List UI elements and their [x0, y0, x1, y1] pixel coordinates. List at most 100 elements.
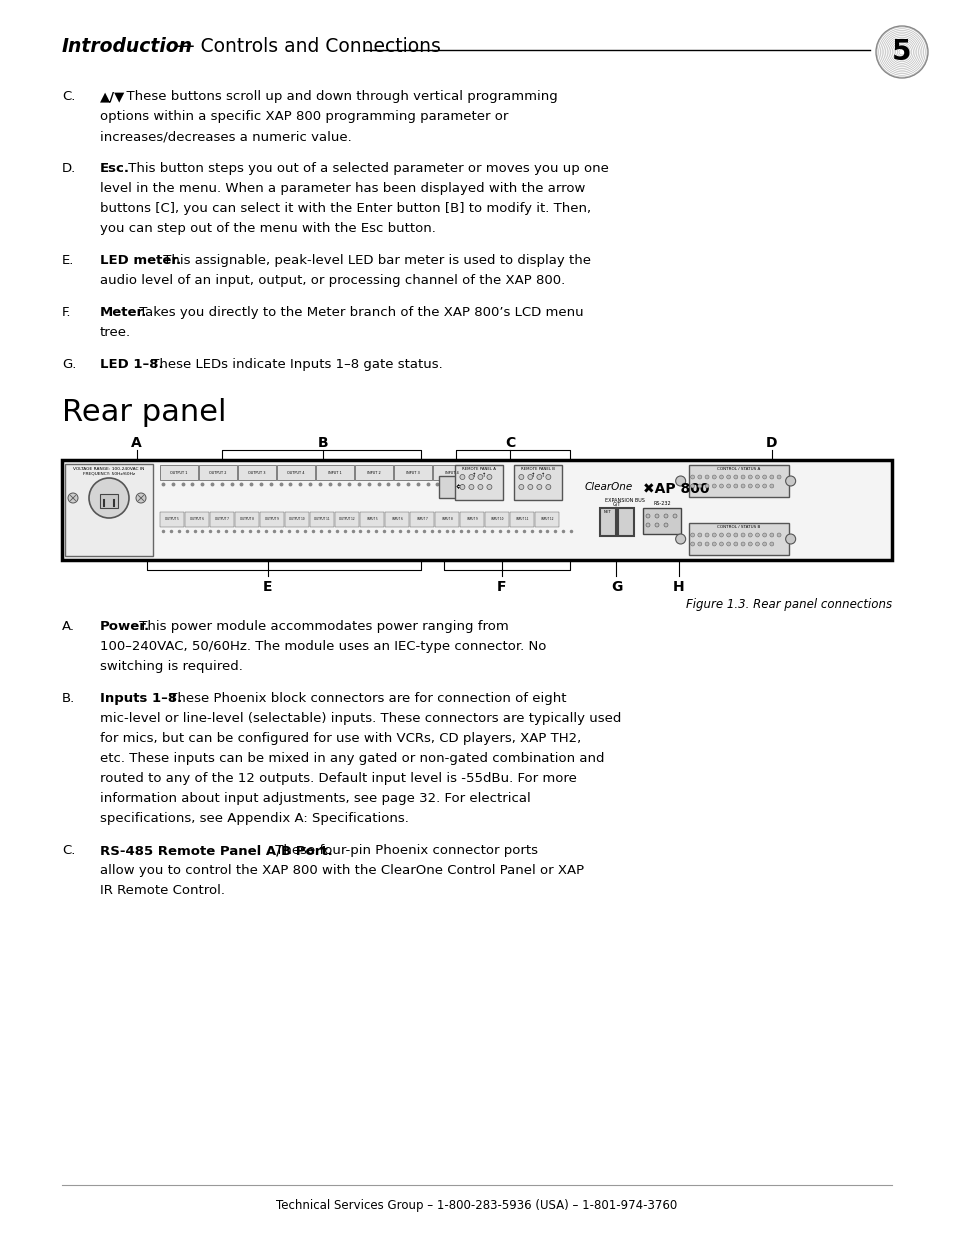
Circle shape [663, 522, 667, 527]
Circle shape [136, 493, 146, 503]
Bar [459, 513, 483, 527]
Text: E: E [263, 580, 273, 594]
Text: Power.: Power. [100, 620, 150, 634]
Text: CONTROL / STATUS B: CONTROL / STATUS B [717, 525, 760, 529]
Text: for mics, but can be configured for use with VCRs, CD players, XAP TH2,: for mics, but can be configured for use … [100, 732, 580, 745]
Text: RS-485 Remote Panel A/B Port.: RS-485 Remote Panel A/B Port. [100, 844, 333, 857]
Text: mic-level or line-level (selectable) inputs. These connectors are typically used: mic-level or line-level (selectable) inp… [100, 713, 620, 725]
Text: G/T: G/T [612, 501, 620, 506]
Text: INPUT 6: INPUT 6 [392, 517, 402, 521]
Bar [535, 513, 558, 527]
Circle shape [777, 475, 781, 479]
Circle shape [697, 484, 701, 488]
Text: etc. These inputs can be mixed in any gated or non-gated combination and: etc. These inputs can be mixed in any ga… [100, 752, 604, 764]
Circle shape [704, 484, 708, 488]
Text: audio level of an input, output, or processing channel of the XAP 800.: audio level of an input, output, or proc… [100, 274, 565, 287]
Text: REMOTE PANEL A: REMOTE PANEL A [462, 467, 496, 471]
Bar [160, 513, 184, 527]
Text: E.: E. [62, 254, 74, 267]
Circle shape [477, 474, 482, 479]
Text: Technical Services Group – 1-800-283-5936 (USA) – 1-801-974-3760: Technical Services Group – 1-800-283-593… [276, 1199, 677, 1212]
Circle shape [726, 534, 730, 537]
Text: This assignable, peak-level LED bar meter is used to display the: This assignable, peak-level LED bar mete… [159, 254, 590, 267]
Bar [618, 508, 633, 536]
Text: OUTPUT 12: OUTPUT 12 [339, 517, 355, 521]
Circle shape [769, 534, 773, 537]
Circle shape [518, 484, 523, 489]
Text: These Phoenix block connectors are for connection of eight: These Phoenix block connectors are for c… [165, 692, 566, 705]
Circle shape [663, 514, 667, 517]
Bar [237, 466, 275, 480]
Bar [438, 475, 480, 498]
Text: INPUT 5: INPUT 5 [366, 517, 377, 521]
Text: ↑   ↑: ↑ ↑ [531, 473, 545, 478]
Circle shape [740, 475, 744, 479]
Circle shape [769, 475, 773, 479]
Circle shape [761, 475, 766, 479]
Bar [642, 508, 680, 534]
Text: Esc.: Esc. [100, 162, 130, 175]
Bar [310, 513, 334, 527]
Text: routed to any of the 12 outputs. Default input level is -55dBu. For more: routed to any of the 12 outputs. Default… [100, 772, 577, 785]
Bar [65, 464, 152, 556]
Text: allow you to control the XAP 800 with the ClearOne Control Panel or XAP: allow you to control the XAP 800 with th… [100, 864, 583, 877]
Text: OUTPUT 9: OUTPUT 9 [265, 517, 278, 521]
Text: OUTPUT 8: OUTPUT 8 [240, 517, 253, 521]
Circle shape [733, 534, 737, 537]
Bar [62, 459, 891, 559]
Circle shape [68, 493, 78, 503]
Text: OUTPUT 4: OUTPUT 4 [287, 471, 304, 474]
Text: 5: 5 [891, 38, 911, 65]
Bar [234, 513, 258, 527]
Circle shape [486, 474, 492, 479]
Text: specifications, see Appendix A: Specifications.: specifications, see Appendix A: Specific… [100, 811, 409, 825]
Bar [100, 494, 118, 508]
Circle shape [697, 475, 701, 479]
Bar [688, 466, 788, 496]
Text: These LEDs indicate Inputs 1–8 gate status.: These LEDs indicate Inputs 1–8 gate stat… [147, 358, 442, 370]
Text: OUTPUT 10: OUTPUT 10 [289, 517, 304, 521]
Circle shape [486, 484, 492, 489]
Circle shape [761, 484, 766, 488]
Text: INPUT 11: INPUT 11 [516, 517, 528, 521]
Text: Inputs 1–8.: Inputs 1–8. [100, 692, 182, 705]
Circle shape [704, 475, 708, 479]
Text: C.: C. [62, 844, 75, 857]
Bar [210, 513, 233, 527]
Text: OUTPUT 1: OUTPUT 1 [170, 471, 188, 474]
Circle shape [537, 484, 541, 489]
Circle shape [755, 534, 759, 537]
Text: VOLTAGE RANGE: 100-240VAC IN
FREQUENCY: 50Hz/60Hz: VOLTAGE RANGE: 100-240VAC IN FREQUENCY: … [73, 467, 145, 475]
Text: OUTPUT 6: OUTPUT 6 [190, 517, 204, 521]
Text: EXPANSION BUS: EXPANSION BUS [604, 498, 644, 503]
Bar [433, 466, 471, 480]
Bar [599, 508, 616, 536]
Text: Rear panel: Rear panel [62, 398, 226, 427]
Text: tree.: tree. [100, 326, 131, 338]
Circle shape [769, 542, 773, 546]
Text: options within a specific XAP 800 programming parameter or: options within a specific XAP 800 progra… [100, 110, 508, 124]
Text: OUTPUT 11: OUTPUT 11 [314, 517, 330, 521]
Circle shape [755, 475, 759, 479]
Text: ▲/▼: ▲/▼ [100, 90, 125, 103]
Text: INPUT 9: INPUT 9 [466, 517, 476, 521]
Text: A.: A. [62, 620, 75, 634]
Bar [410, 513, 434, 527]
Text: INPUT 12: INPUT 12 [540, 517, 553, 521]
Text: D.: D. [62, 162, 76, 175]
Text: G: G [610, 580, 621, 594]
Text: CONTROL / STATUS A: CONTROL / STATUS A [717, 467, 760, 471]
Bar [435, 513, 458, 527]
Text: ✖AP 800: ✖AP 800 [642, 482, 709, 496]
Bar [355, 466, 393, 480]
Text: B: B [317, 436, 329, 450]
Text: INPUT 3: INPUT 3 [406, 471, 419, 474]
Bar [276, 466, 314, 480]
Circle shape [769, 484, 773, 488]
Bar [510, 513, 534, 527]
Circle shape [719, 484, 722, 488]
Circle shape [545, 474, 550, 479]
Text: C: C [504, 436, 515, 450]
Text: H: H [672, 580, 684, 594]
Bar [199, 466, 236, 480]
